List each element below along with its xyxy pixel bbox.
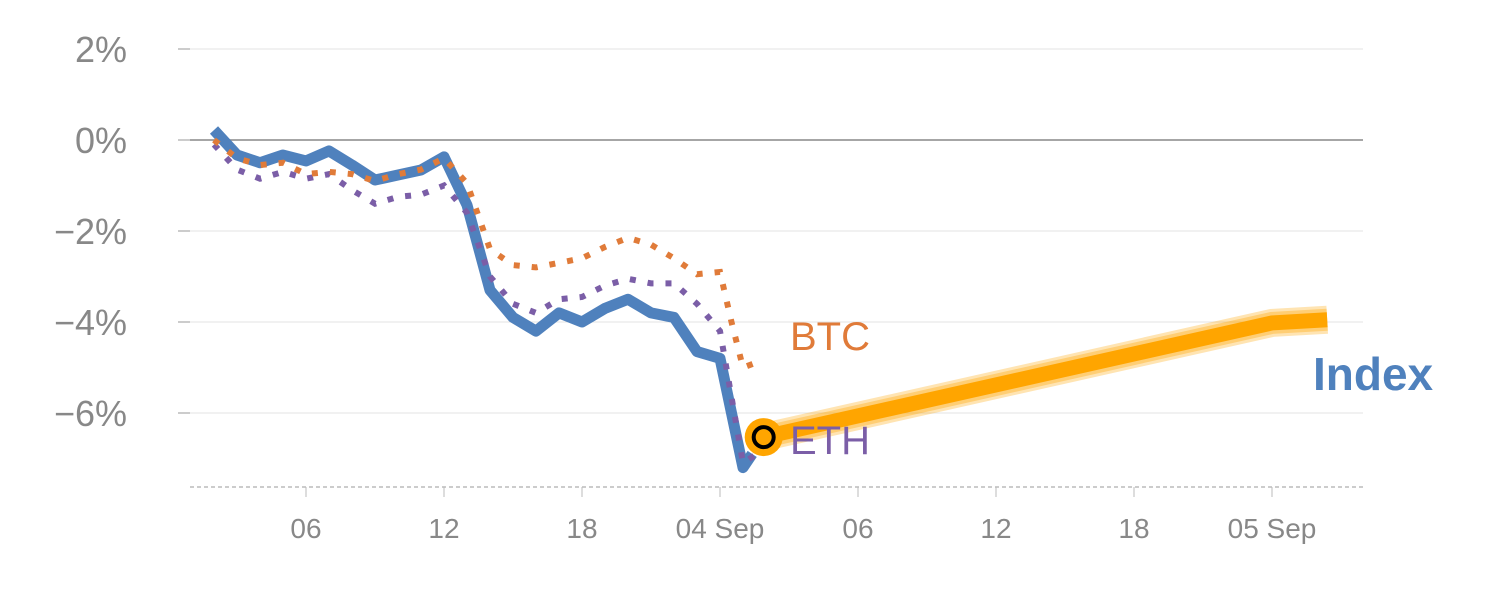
btc-series-line [212, 137, 763, 372]
x-tick-label: 18 [1118, 513, 1149, 544]
series-lines [209, 126, 1329, 474]
y-tick-label: 2% [75, 29, 127, 70]
x-tick-label: 12 [980, 513, 1011, 544]
y-tick-label: 0% [75, 120, 127, 161]
index-series-line [209, 126, 757, 474]
btc-label: BTC [790, 315, 870, 359]
y-axis: 2% 0% −2% −4% −6% [54, 29, 190, 434]
index-label: Index [1313, 348, 1434, 400]
eth-label: ETH [790, 419, 870, 463]
y-tick-label: −2% [54, 211, 127, 252]
x-tick-label: 05 Sep [1228, 513, 1317, 544]
eth-series-line [211, 142, 759, 469]
x-tick-label: 04 Sep [676, 513, 765, 544]
x-tick-label: 18 [566, 513, 597, 544]
forecast-series-line [762, 312, 1328, 445]
x-axis: 06 12 18 04 Sep 06 12 18 05 Sep [190, 486, 1363, 544]
x-tick-label: 06 [290, 513, 321, 544]
x-tick-label: 12 [428, 513, 459, 544]
current-point-marker-core [751, 425, 776, 450]
y-tick-label: −4% [54, 302, 127, 343]
y-tick-label: −6% [54, 393, 127, 434]
x-tick-label: 06 [842, 513, 873, 544]
gridlines [190, 48, 1363, 414]
